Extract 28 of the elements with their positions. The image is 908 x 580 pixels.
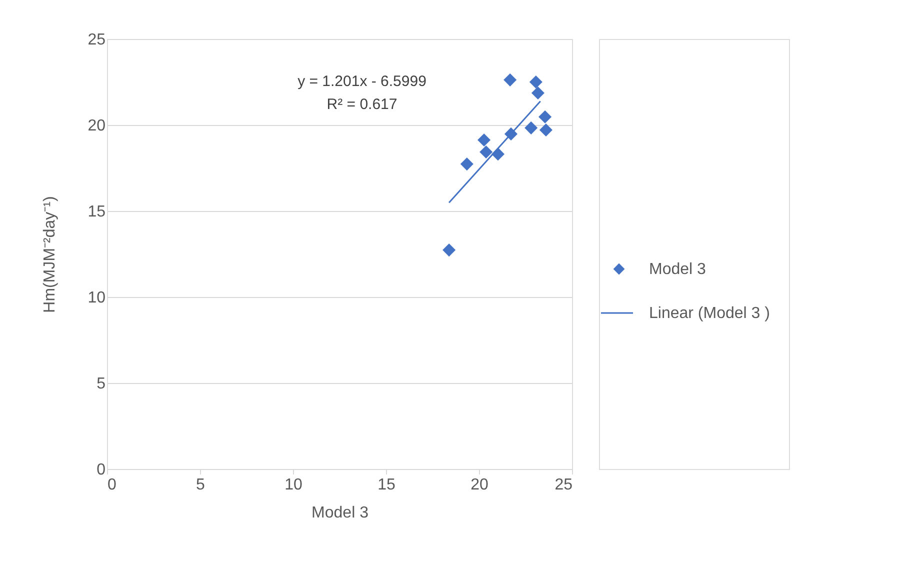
y-tick-label: 10 (88, 290, 106, 306)
x-tick-label: 15 (378, 476, 396, 494)
legend-label: Model 3 (649, 261, 706, 278)
point (460, 158, 474, 171)
x-tick-label: 10 (284, 476, 302, 494)
point (504, 73, 517, 86)
point (539, 123, 552, 137)
x-tick-label: 25 (554, 476, 573, 494)
point (478, 133, 491, 146)
point (480, 145, 493, 159)
y-tick-label: 0 (96, 462, 106, 478)
x-tick-label: 0 (108, 476, 116, 494)
y-tick-label: 25 (88, 32, 106, 48)
point (442, 244, 456, 257)
point (524, 121, 538, 134)
legend-label: Linear (Model 3 ) (649, 305, 770, 322)
y-tick-label: 5 (96, 376, 106, 392)
x-axis-title: Model 3 (312, 504, 369, 522)
y-axis-title: Hm(MJM⁻²day⁻¹) (42, 196, 59, 313)
x-tick-label: 5 (196, 476, 206, 494)
x-tick-label: 20 (470, 476, 488, 494)
point (529, 75, 542, 89)
annotation: R² = 0.617 (326, 96, 398, 113)
y-tick-label: 15 (88, 204, 106, 220)
y-tick-label: 20 (88, 118, 106, 134)
annotation: y = 1.201x - 6.5999 (298, 73, 426, 90)
point (531, 86, 544, 100)
point (538, 110, 552, 124)
